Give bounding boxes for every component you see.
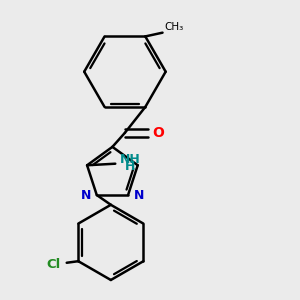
Text: O: O [152, 126, 164, 140]
Text: N: N [81, 188, 91, 202]
Text: CH₃: CH₃ [164, 22, 183, 32]
Text: Cl: Cl [47, 258, 61, 271]
Text: NH: NH [120, 153, 141, 166]
Text: N: N [134, 188, 144, 202]
Text: H: H [125, 160, 135, 173]
